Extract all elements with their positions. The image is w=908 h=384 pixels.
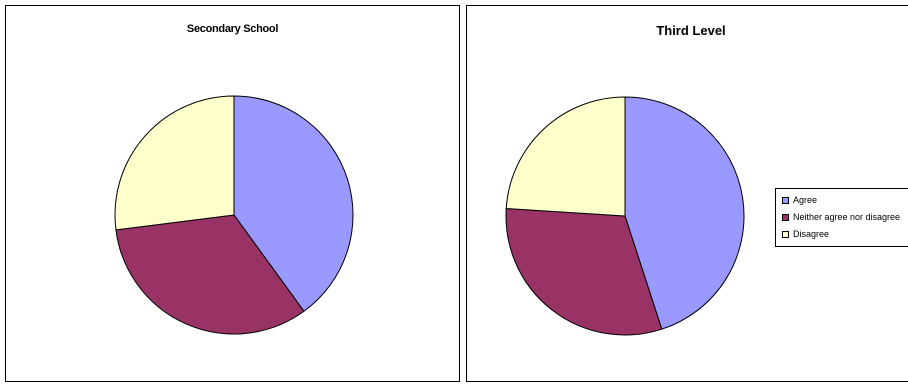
legend-label: Agree (793, 195, 818, 205)
chart-legend: Agree Neither agree nor disagree Disagre… (775, 188, 908, 247)
chart-panel-secondary-school: Secondary School (5, 5, 460, 382)
pie-slice-disagree (114, 95, 235, 231)
chart-title: Third Level (656, 23, 726, 38)
pie-chart-third-level (505, 96, 745, 336)
legend-label: Neither agree nor disagree (793, 212, 901, 222)
pie-chart-secondary-school (114, 95, 354, 335)
pie-slice-neither-agree-nor-disagree (505, 207, 663, 336)
legend-swatch-agree (782, 196, 789, 204)
legend-swatch-neither (782, 213, 789, 221)
legend-item-disagree: Disagree (782, 227, 829, 241)
legend-swatch-disagree (782, 230, 789, 238)
legend-item-agree: Agree (782, 193, 817, 207)
pie-slice-neither-agree-nor-disagree (115, 214, 305, 335)
chart-title: Secondary School (186, 23, 279, 35)
legend-label: Disagree (793, 229, 830, 239)
pie-slice-agree (233, 95, 354, 312)
pie-slice-agree (624, 96, 745, 330)
legend-item-neither: Neither agree nor disagree (782, 210, 900, 224)
pie-slice-disagree (505, 96, 626, 217)
